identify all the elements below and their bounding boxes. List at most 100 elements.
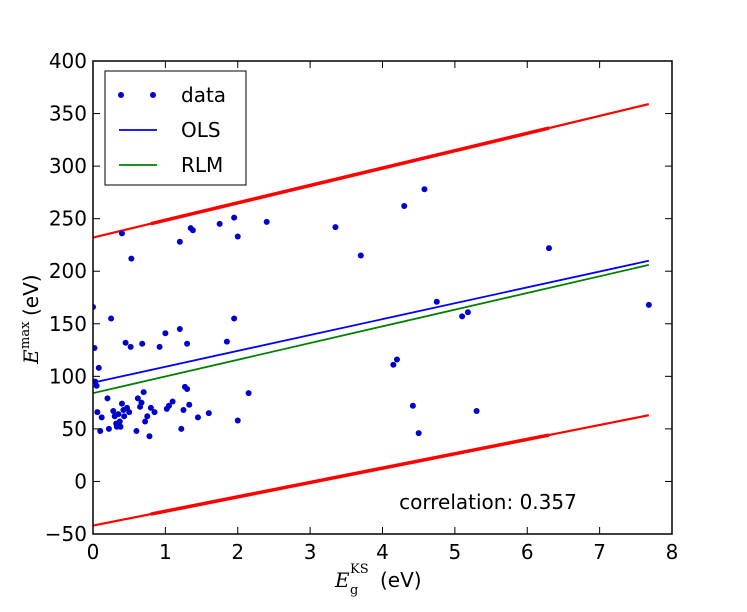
- data-point: [184, 385, 191, 392]
- data-point: [178, 425, 185, 432]
- legend-label-data: data: [181, 83, 226, 107]
- x-tick-label: 4: [376, 540, 389, 564]
- data-point: [133, 427, 140, 434]
- legend-box: [104, 70, 247, 186]
- data-point: [118, 230, 125, 237]
- y-tick-label: 250: [49, 207, 87, 231]
- data-point: [234, 233, 241, 240]
- data-point: [165, 402, 172, 409]
- data-point: [139, 340, 146, 347]
- data-point: [127, 343, 134, 350]
- series-line-bound-4-thick: [150, 433, 550, 516]
- data-point: [97, 427, 104, 434]
- data-point: [128, 255, 135, 262]
- data-point: [121, 413, 128, 420]
- x-tick-label: 5: [449, 540, 462, 564]
- data-point: [116, 418, 123, 425]
- data-point: [105, 425, 112, 432]
- data-point: [459, 313, 466, 320]
- x-tick-label: 0: [87, 540, 100, 564]
- y-tick-label: 400: [49, 49, 87, 73]
- data-point: [115, 411, 122, 418]
- data-point: [245, 390, 252, 397]
- data-point: [126, 409, 133, 416]
- x-tick-label: 7: [593, 540, 606, 564]
- data-point: [393, 356, 400, 363]
- x-tick-label: 8: [666, 540, 679, 564]
- data-point: [194, 414, 201, 421]
- data-point: [401, 203, 408, 210]
- data-point: [415, 430, 422, 437]
- x-axis-label: E: [334, 568, 350, 592]
- y-tick-label: −50: [45, 522, 87, 546]
- legend-marker-data: [150, 92, 156, 98]
- y-tick-label: 300: [49, 154, 87, 178]
- data-point: [390, 361, 397, 368]
- data-point: [147, 404, 154, 411]
- legend-marker-data: [118, 92, 124, 98]
- data-point: [142, 418, 149, 425]
- x-axis-superscript: KS: [350, 562, 369, 577]
- series-line-rlm: [93, 264, 650, 395]
- y-axis-symbol: E: [19, 349, 43, 365]
- data-point: [169, 398, 176, 405]
- data-point: [263, 218, 270, 225]
- y-axis-superscript: max: [18, 321, 33, 349]
- data-point: [156, 343, 163, 350]
- x-axis-subscript: g: [350, 583, 358, 598]
- data-point: [332, 224, 339, 231]
- data-point: [93, 344, 98, 351]
- data-point: [645, 301, 652, 308]
- data-point: [176, 326, 183, 333]
- data-point: [138, 399, 145, 406]
- x-tick-label: 2: [231, 540, 244, 564]
- data-point: [234, 417, 241, 424]
- data-point: [545, 245, 552, 252]
- data-point: [94, 409, 101, 416]
- data-point: [205, 410, 212, 417]
- data-point: [180, 406, 187, 413]
- correlation-annotation: correlation: 0.357: [399, 490, 577, 514]
- data-point: [117, 423, 124, 430]
- data-point: [104, 395, 111, 402]
- data-point: [186, 401, 193, 408]
- y-tick-label: 200: [49, 259, 87, 283]
- data-point: [140, 389, 147, 396]
- data-point: [108, 315, 115, 322]
- y-tick-label: 100: [49, 364, 87, 388]
- x-tick-label: 3: [304, 540, 317, 564]
- data-point: [409, 402, 416, 409]
- y-tick-label: 150: [49, 312, 87, 336]
- y-tick-label: 350: [49, 102, 87, 126]
- data-point: [216, 220, 223, 227]
- x-tick-label: 1: [159, 540, 172, 564]
- x-axis-symbol: E: [334, 568, 350, 592]
- legend-label-ols: OLS: [181, 118, 221, 142]
- legend-label-rlm: RLM: [181, 153, 223, 177]
- data-point: [151, 409, 158, 416]
- series-line-ols: [93, 259, 650, 384]
- data-point: [231, 214, 238, 221]
- data-point: [144, 413, 151, 420]
- data-point: [93, 382, 100, 389]
- y-tick-label: 0: [74, 469, 87, 493]
- data-point: [473, 408, 480, 415]
- data-point: [98, 414, 105, 421]
- data-point: [134, 395, 141, 402]
- data-point: [357, 252, 364, 259]
- data-point: [421, 186, 428, 193]
- x-axis-unit: (eV): [380, 568, 422, 592]
- series-line-bound-3-thick: [150, 126, 550, 226]
- data-point: [464, 309, 471, 316]
- y-tick-label: 50: [62, 417, 87, 441]
- data-point: [122, 339, 129, 346]
- data-point: [176, 238, 183, 245]
- data-point: [184, 340, 191, 347]
- data-point: [110, 408, 117, 415]
- legend: data OLS RLM: [104, 70, 247, 186]
- data-point: [223, 338, 230, 345]
- plot-marks: [93, 103, 652, 527]
- y-axis-unit: (eV): [19, 274, 43, 316]
